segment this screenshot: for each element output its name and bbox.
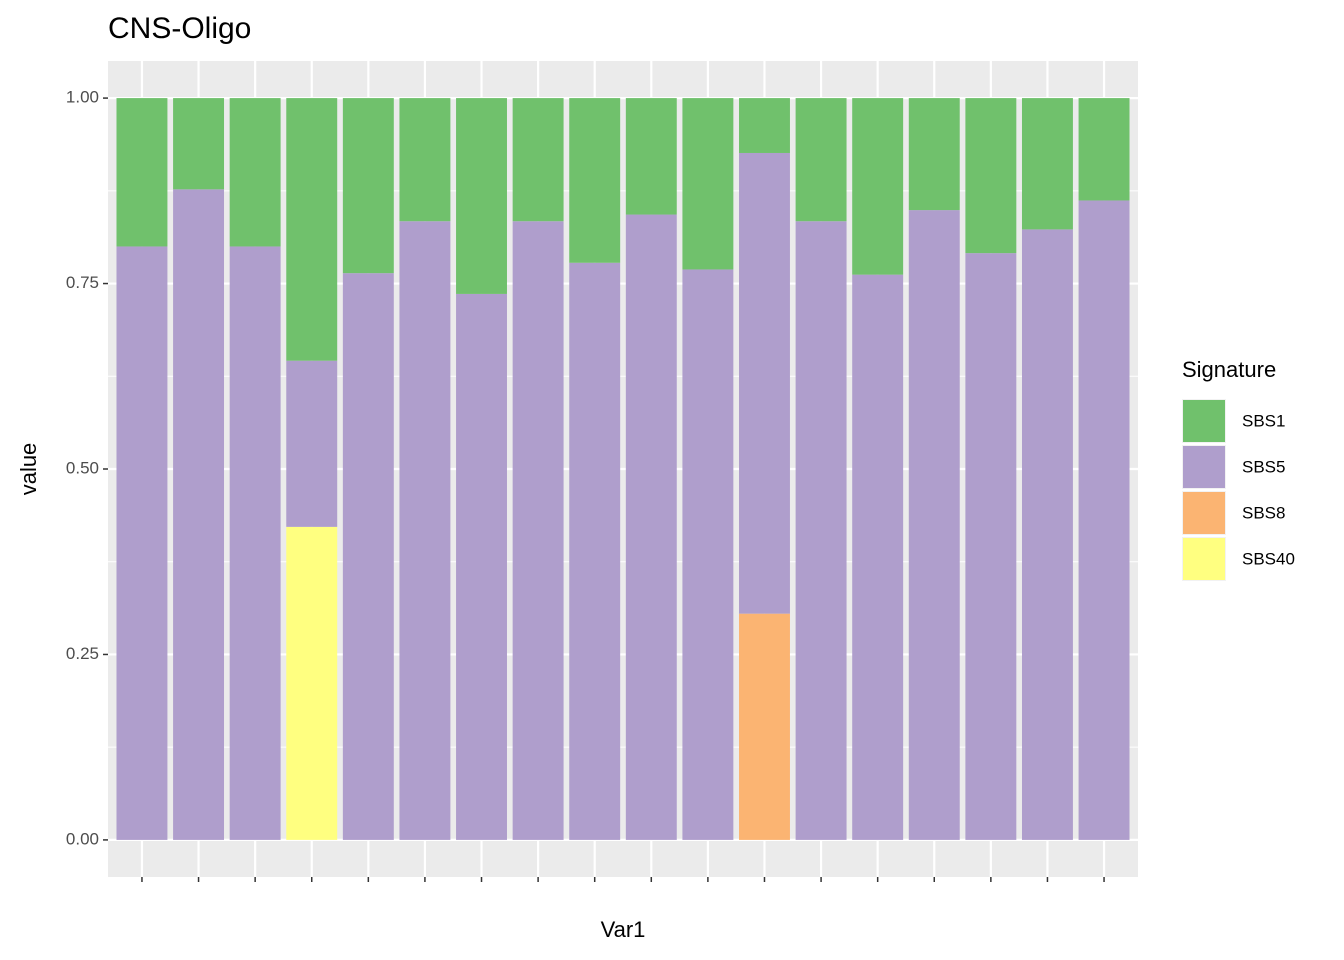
- chart-title: CNS-Oligo: [108, 12, 251, 45]
- y-tick-label: 0.00: [66, 829, 99, 848]
- bar-segment: [1078, 98, 1130, 201]
- bar-segment: [625, 214, 677, 840]
- bar-segment: [173, 98, 225, 190]
- bar-segment: [739, 98, 790, 153]
- bar-segment: [1021, 229, 1073, 840]
- bar-segment: [682, 98, 734, 270]
- bar-segment: [1078, 200, 1130, 840]
- bar-segment: [512, 98, 564, 222]
- bar-segment: [342, 273, 394, 840]
- bar-segment: [229, 98, 281, 247]
- y-tick-label: 0.25: [66, 644, 99, 663]
- bar-segment: [456, 293, 507, 840]
- x-axis-title: Var1: [601, 917, 646, 942]
- bar-segment: [795, 98, 847, 222]
- legend-title: Signature: [1182, 357, 1276, 382]
- bar-segment: [965, 98, 1017, 254]
- bar-segment: [852, 274, 904, 840]
- bar-segment: [739, 613, 790, 840]
- legend-swatch: [1183, 492, 1225, 534]
- y-tick-label: 1.00: [66, 88, 99, 107]
- bar-segment: [116, 98, 168, 247]
- bar-segment: [908, 98, 960, 211]
- bar-segment: [173, 189, 225, 840]
- bar-segment: [682, 269, 734, 840]
- legend-swatch: [1183, 446, 1225, 488]
- y-tick-label: 0.75: [66, 273, 99, 292]
- bar-segment: [625, 98, 677, 215]
- bar-segment: [229, 246, 281, 840]
- bar-segment: [286, 360, 338, 527]
- y-axis-title: value: [16, 443, 41, 496]
- bar-segment: [456, 98, 507, 294]
- bar-segment: [569, 262, 621, 840]
- bar-segment: [286, 98, 338, 361]
- bar-segment: [286, 526, 338, 840]
- legend-label: SBS40: [1242, 549, 1295, 568]
- legend-swatch: [1183, 400, 1225, 442]
- bar-segment: [965, 253, 1017, 840]
- bar-segment: [116, 246, 168, 840]
- bar-segment: [908, 210, 960, 840]
- legend-label: SBS1: [1242, 411, 1285, 430]
- bar-segment: [1021, 98, 1073, 230]
- bar-segment: [795, 221, 847, 840]
- legend-swatch: [1183, 538, 1225, 580]
- bar-segment: [399, 221, 451, 840]
- bar-segment: [739, 152, 790, 614]
- bar-segment: [399, 98, 451, 222]
- legend-label: SBS8: [1242, 503, 1285, 522]
- y-tick-label: 0.50: [66, 458, 99, 477]
- bar-segment: [852, 98, 904, 275]
- legend-label: SBS5: [1242, 457, 1285, 476]
- bar-segment: [342, 98, 394, 274]
- bar-segment: [512, 221, 564, 840]
- bar-segment: [569, 98, 621, 263]
